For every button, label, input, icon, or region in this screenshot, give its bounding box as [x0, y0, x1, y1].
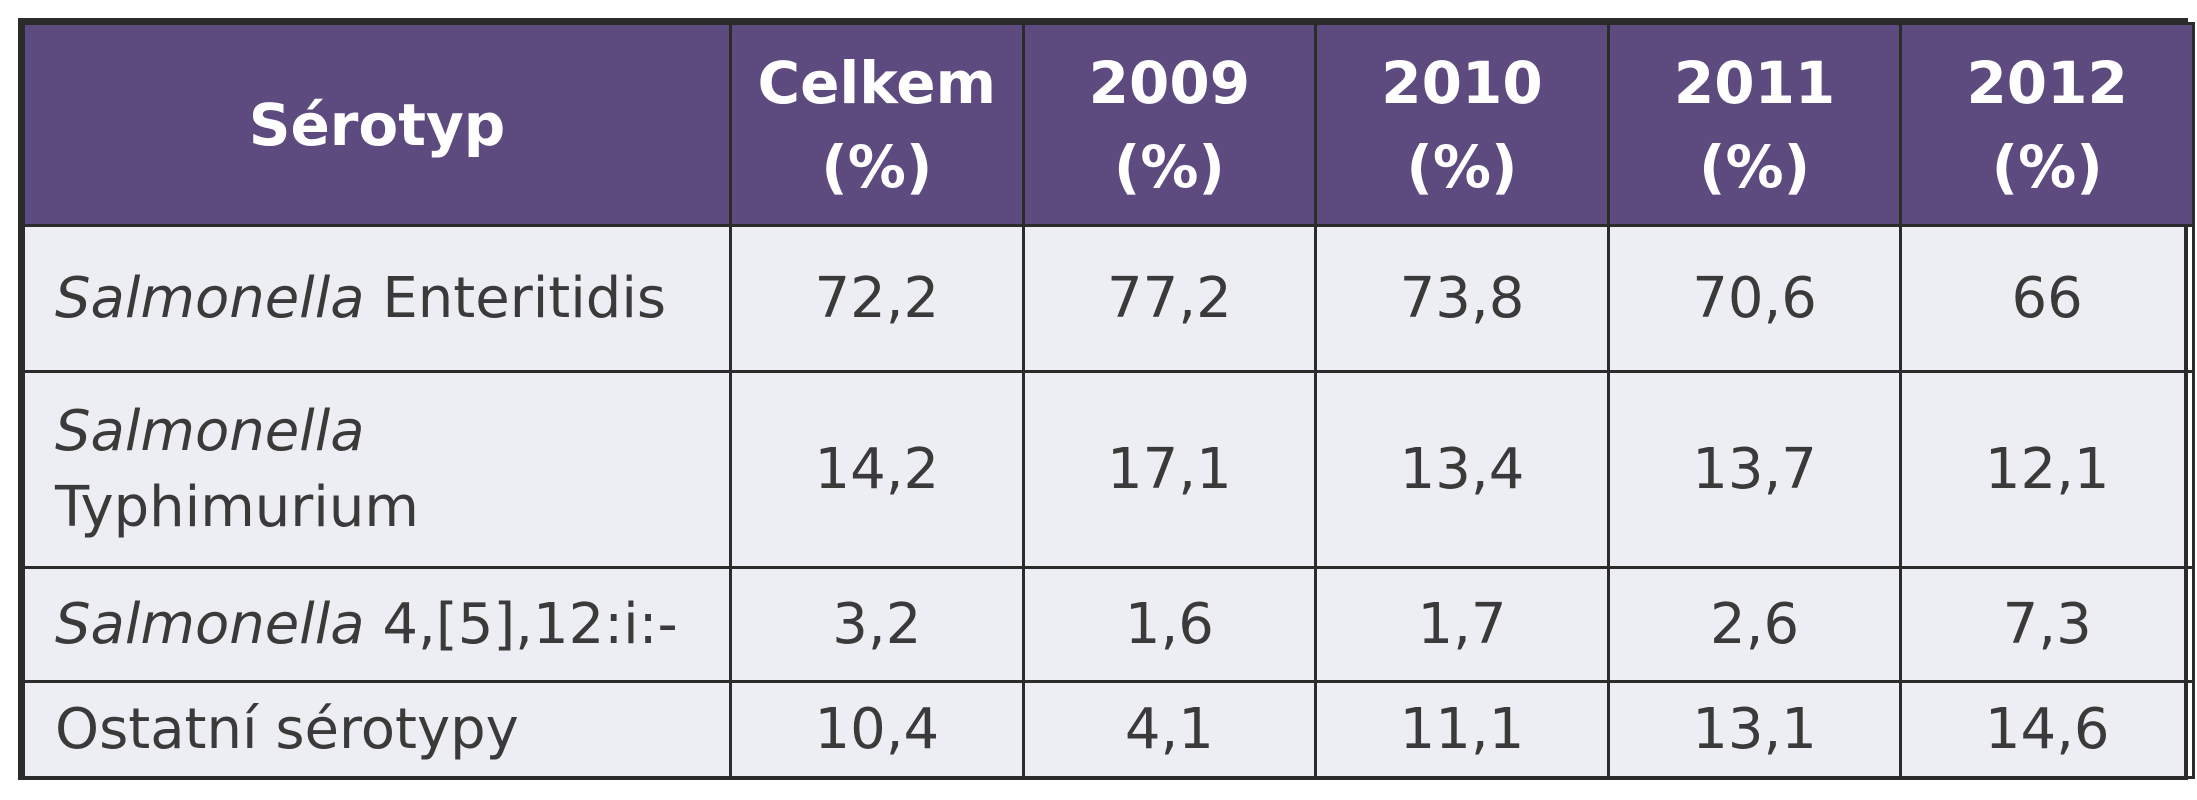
header-2010: 2010 (%): [1314, 22, 1610, 227]
row-label-other: Ostatní sérotypy: [22, 680, 732, 779]
cell-value: 3,2: [729, 566, 1025, 683]
cell-value: 70,6: [1606, 224, 1903, 373]
table-row: Salmonella Enteritidis 72,2 77,2 73,8 70…: [22, 224, 2195, 373]
row-label-typhimurium: Salmonella Typhimurium: [22, 370, 732, 569]
genus-name: Salmonella: [55, 398, 365, 464]
serotype-name: Typhimurium: [55, 474, 419, 540]
row-label-enteritidis: Salmonella Enteritidis: [22, 224, 732, 373]
cell-value: 13,1: [1606, 680, 1903, 779]
header-total-unit: (%): [821, 132, 933, 201]
header-2009: 2009 (%): [1021, 22, 1318, 227]
header-2009-unit: (%): [1113, 132, 1225, 201]
cell-value: 11,1: [1314, 680, 1610, 779]
cell-value: 14,2: [729, 370, 1025, 569]
header-row: Sérotyp Celkem (%) 2009 (%) 2010 (%) 201…: [22, 22, 2195, 227]
cell-value: 1,7: [1314, 566, 1610, 683]
row-label-monophasic: Salmonella 4,[5],12:i:-: [22, 566, 732, 683]
serotype-name: Enteritidis: [364, 265, 667, 331]
cell-value: 7,3: [1899, 566, 2195, 683]
header-2011-unit: (%): [1699, 132, 1811, 201]
cell-value: 12,1: [1899, 370, 2195, 569]
table-row: Ostatní sérotypy 10,4 4,1 11,1 13,1 14,6: [22, 680, 2195, 779]
serotype-name: 4,[5],12:i:-: [364, 591, 678, 657]
genus-name: Salmonella: [55, 591, 365, 657]
serotype-table-grid: Sérotyp Celkem (%) 2009 (%) 2010 (%) 201…: [22, 22, 2195, 779]
header-2010-unit: (%): [1406, 132, 1518, 201]
cell-value: 73,8: [1314, 224, 1610, 373]
cell-value: 17,1: [1021, 370, 1318, 569]
cell-value: 14,6: [1899, 680, 2195, 779]
cell-value: 4,1: [1021, 680, 1318, 779]
serotype-table: Sérotyp Celkem (%) 2009 (%) 2010 (%) 201…: [18, 18, 2195, 780]
table-row: Salmonella Typhimurium 14,2 17,1 13,4 13,…: [22, 370, 2195, 569]
header-2012: 2012 (%): [1899, 22, 2195, 227]
header-2012-unit: (%): [1991, 132, 2103, 201]
cell-value: 66: [1899, 224, 2195, 373]
header-2009-label: 2009: [1088, 48, 1251, 117]
cell-value: 72,2: [729, 224, 1025, 373]
table-row: Salmonella 4,[5],12:i:- 3,2 1,6 1,7 2,6 …: [22, 566, 2195, 683]
header-serotype: Sérotyp: [22, 22, 732, 227]
header-2011-label: 2011: [1673, 48, 1836, 117]
header-2010-label: 2010: [1381, 48, 1543, 117]
cell-value: 13,7: [1606, 370, 1903, 569]
header-2012-label: 2012: [1966, 48, 2128, 117]
genus-name: Salmonella: [55, 265, 365, 331]
cell-value: 13,4: [1314, 370, 1610, 569]
cell-value: 10,4: [729, 680, 1025, 779]
header-total-label: Celkem: [757, 48, 997, 117]
cell-value: 2,6: [1606, 566, 1903, 683]
cell-value: 77,2: [1021, 224, 1318, 373]
serotype-name: Ostatní sérotypy: [55, 696, 519, 762]
cell-value: 1,6: [1021, 566, 1318, 683]
header-serotype-label: Sérotyp: [248, 90, 506, 159]
header-total: Celkem (%): [729, 22, 1025, 227]
header-2011: 2011 (%): [1606, 22, 1903, 227]
